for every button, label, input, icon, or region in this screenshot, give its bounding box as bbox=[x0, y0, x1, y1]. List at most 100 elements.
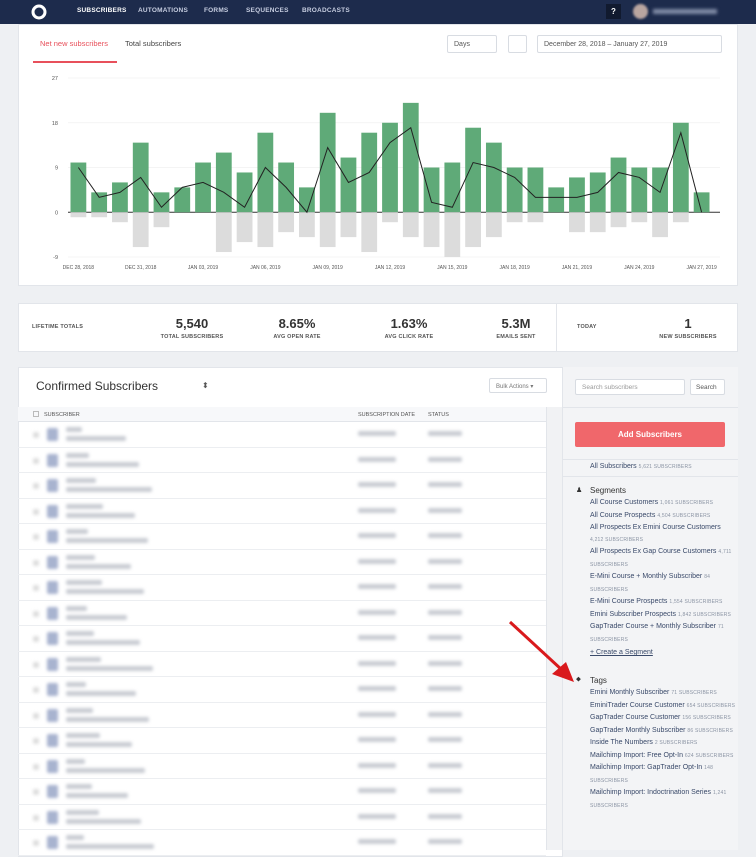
list-item[interactable]: GapTrader Course Customer 156 SUBSCRIBER… bbox=[590, 712, 736, 725]
row-status bbox=[428, 533, 462, 538]
row-date bbox=[358, 660, 396, 666]
chart-tab[interactable]: Net new subscribers bbox=[40, 39, 108, 48]
table-row[interactable] bbox=[18, 575, 546, 601]
table-row[interactable] bbox=[18, 626, 546, 652]
table-row[interactable] bbox=[18, 524, 546, 550]
row-email bbox=[66, 767, 145, 773]
list-item[interactable]: EminiTrader Course Customer 654 SUBSCRIB… bbox=[590, 700, 736, 713]
row-checkbox bbox=[33, 763, 39, 770]
table-row[interactable] bbox=[18, 550, 546, 575]
chart-tab[interactable]: Total subscribers bbox=[125, 39, 182, 48]
bar bbox=[631, 167, 648, 213]
item-count: 4,711 SUBSCRIBERS bbox=[590, 549, 732, 568]
today-heading: TODAY bbox=[577, 324, 597, 330]
bar bbox=[70, 212, 87, 218]
list-item[interactable]: All Course Customers 1,061 SUBSCRIBERS bbox=[590, 497, 736, 510]
row-name bbox=[66, 554, 95, 560]
stat-label: TOTAL SUBSCRIBERS bbox=[160, 334, 224, 340]
interval: Days bbox=[454, 41, 470, 48]
list-item[interactable]: Emini Monthly Subscriber 71 SUBSCRIBERS bbox=[590, 687, 736, 700]
list-item[interactable]: Emini Subscriber Prospects 1,842 SUBSCRI… bbox=[590, 609, 736, 622]
table-row[interactable] bbox=[18, 677, 546, 703]
table-row[interactable] bbox=[18, 830, 546, 856]
row-avatar bbox=[47, 759, 58, 773]
table-row[interactable] bbox=[18, 473, 546, 499]
bar bbox=[548, 187, 565, 213]
divider bbox=[556, 303, 557, 352]
stat-value: 5.3M bbox=[501, 316, 531, 331]
bar bbox=[610, 157, 627, 213]
create-segment[interactable]: + Create a Segment bbox=[590, 649, 653, 656]
table-row[interactable] bbox=[18, 754, 546, 779]
list-item[interactable]: GapTrader Monthly Subscriber 86 SUBSCRIB… bbox=[590, 725, 736, 738]
filter-button[interactable] bbox=[508, 35, 527, 53]
row-name bbox=[66, 656, 101, 662]
row-status bbox=[428, 737, 462, 742]
row-name bbox=[66, 631, 94, 636]
row-avatar bbox=[47, 708, 58, 722]
list-item[interactable]: GapTrader Course + Monthly Subscriber 71… bbox=[590, 621, 736, 646]
add-subscribers-button[interactable]: Add Subscribers bbox=[575, 422, 725, 447]
bar bbox=[112, 212, 128, 223]
row-checkbox bbox=[33, 789, 39, 795]
search-input[interactable]: Search subscribers bbox=[575, 379, 685, 395]
table-row[interactable] bbox=[18, 779, 546, 805]
list-item[interactable]: Mailchimp Import: Free Opt-In 624 SUBSCR… bbox=[590, 750, 736, 763]
nav-link[interactable]: SUBSCRIBERS bbox=[77, 7, 127, 14]
table-row[interactable] bbox=[18, 728, 546, 754]
sort-icon[interactable]: ⬍ bbox=[202, 381, 209, 390]
table-row[interactable] bbox=[18, 601, 546, 626]
row-avatar bbox=[47, 428, 58, 441]
account-name[interactable] bbox=[653, 9, 717, 14]
all-subscribers[interactable]: All Subscribers 5,621 SUBSCRIBERS bbox=[590, 461, 736, 474]
scrollbar[interactable] bbox=[546, 407, 562, 850]
chart: -9 0 9 18 27 DEC 28, 2018 DEC 31, 2018 JAN 03, … bbox=[52, 76, 720, 271]
nav-link[interactable]: SEQUENCES bbox=[246, 7, 289, 14]
table-row[interactable] bbox=[18, 703, 546, 728]
nav-link[interactable]: FORMS bbox=[204, 7, 229, 14]
bar bbox=[423, 167, 440, 213]
item-label: Emini Monthly Subscriber bbox=[590, 689, 670, 696]
interval-select[interactable]: Days bbox=[447, 35, 497, 53]
list-item[interactable]: E-Mini Course Prospects 1,554 SUBSCRIBER… bbox=[590, 596, 736, 609]
bar bbox=[444, 212, 461, 257]
list-item[interactable]: All Prospects Ex Gap Course Customers 4,… bbox=[590, 546, 736, 571]
table-title: Confirmed Subscribers bbox=[36, 379, 159, 393]
bar bbox=[402, 212, 419, 238]
segments-icon: ♟ bbox=[576, 487, 583, 494]
table-row[interactable] bbox=[18, 422, 546, 448]
bulk-actions[interactable]: Bulk Actions ▾ bbox=[489, 378, 547, 393]
x-tick-label: JAN 18, 2019 bbox=[499, 265, 530, 271]
row-name bbox=[66, 452, 89, 458]
nav-link[interactable]: AUTOMATIONS bbox=[138, 7, 188, 14]
list-item[interactable]: All Prospects Ex Emini Course Customers … bbox=[590, 522, 736, 546]
nav-link[interactable]: BROADCASTS bbox=[302, 7, 350, 14]
list-item[interactable]: Mailchimp Import: Indoctrination Series … bbox=[590, 787, 736, 812]
date-range[interactable]: December 28, 2018 – January 27, 2019 bbox=[537, 35, 722, 53]
table-row[interactable] bbox=[18, 652, 546, 677]
bar bbox=[299, 187, 315, 213]
x-tick-label: JAN 06, 2019 bbox=[250, 265, 281, 271]
row-avatar bbox=[47, 479, 58, 492]
bar bbox=[672, 212, 689, 223]
table-row[interactable] bbox=[18, 499, 546, 524]
bar bbox=[610, 212, 627, 228]
help-button[interactable]: ? bbox=[606, 4, 621, 19]
select-all[interactable] bbox=[33, 411, 39, 417]
row-status bbox=[428, 584, 462, 589]
avatar[interactable] bbox=[633, 4, 648, 19]
list-item[interactable]: E-Mini Course + Monthly Subscriber 84 SU… bbox=[590, 571, 736, 596]
row-status bbox=[428, 686, 462, 691]
logo bbox=[31, 4, 47, 20]
row-email bbox=[66, 640, 140, 645]
search-button[interactable]: Search bbox=[690, 379, 725, 395]
x-tick-label: DEC 28, 2018 bbox=[63, 265, 95, 271]
table-row[interactable] bbox=[18, 805, 546, 830]
list-item[interactable]: All Course Prospects 4,504 SUBSCRIBERS bbox=[590, 510, 736, 523]
list-item[interactable]: Inside The Numbers 2 SUBSCRIBERS bbox=[590, 737, 736, 750]
bar bbox=[257, 212, 274, 248]
bar bbox=[299, 212, 315, 238]
list-item[interactable]: Mailchimp Import: GapTrader Opt-In 148 S… bbox=[590, 762, 736, 787]
table-row[interactable] bbox=[18, 448, 546, 473]
row-email bbox=[66, 818, 141, 824]
